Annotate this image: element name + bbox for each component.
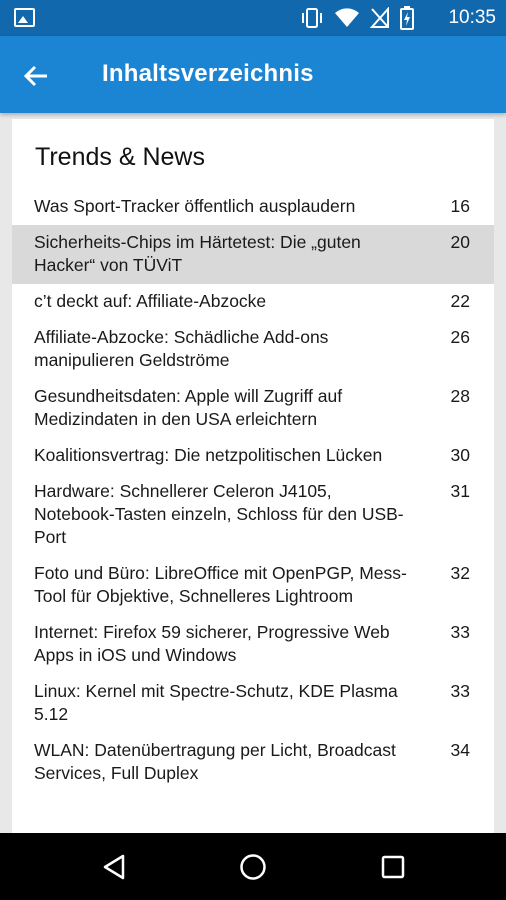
- toc-item-page: 26: [450, 327, 470, 347]
- toc-item-title: Foto und Büro: LibreOffice mit OpenPGP, …: [34, 563, 407, 606]
- toc-item-title: Koalitionsvertrag: Die netzpolitischen L…: [34, 445, 383, 465]
- toc-item-title: Linux: Kernel mit Spectre-Schutz, KDE Pl…: [34, 681, 398, 724]
- toc-item-title: Gesundheitsdaten: Apple will Zugriff auf…: [34, 386, 343, 429]
- toc-item[interactable]: WLAN: Datenübertragung per Licht, Broadc…: [12, 733, 494, 792]
- vibrate-icon: [302, 8, 322, 28]
- no-sim-icon: [370, 7, 389, 28]
- back-triangle-icon: [103, 854, 125, 880]
- toc-item-selected[interactable]: Sicherheits-Chips im Härtetest: Die „gut…: [12, 225, 494, 284]
- toc-card: Trends & News Was Sport-Tracker öffentli…: [12, 119, 494, 833]
- image-icon: [14, 8, 35, 27]
- toc-list: Was Sport-Tracker öffentlich ausplaudern…: [12, 189, 494, 792]
- back-button[interactable]: [14, 54, 58, 98]
- toc-item-title: Was Sport-Tracker öffentlich ausplaudern: [34, 196, 356, 216]
- toc-item-page: 20: [450, 232, 470, 252]
- nav-recents-button[interactable]: [371, 847, 415, 887]
- battery-charging-icon: [400, 6, 414, 30]
- toc-item-page: 30: [450, 445, 470, 465]
- section-title: Trends & News: [35, 143, 205, 171]
- toc-item-page: 33: [450, 622, 470, 642]
- toc-item-page: 33: [450, 681, 470, 701]
- status-icons: [300, 6, 414, 30]
- app-bar: Inhaltsverzeichnis: [0, 36, 506, 113]
- toc-item-page: 34: [450, 740, 470, 760]
- nav-back-button[interactable]: [92, 847, 136, 887]
- toc-item-page: 16: [450, 196, 470, 216]
- toc-item[interactable]: c’t deckt auf: Affiliate-Abzocke 22: [12, 284, 494, 320]
- toc-item[interactable]: Was Sport-Tracker öffentlich ausplaudern…: [12, 189, 494, 225]
- toc-item-title: c’t deckt auf: Affiliate-Abzocke: [34, 291, 267, 311]
- nav-home-button[interactable]: [231, 847, 275, 887]
- toc-item[interactable]: Gesundheitsdaten: Apple will Zugriff auf…: [12, 379, 494, 438]
- toc-item-title: Affiliate-Abzocke: Schädliche Add-ons ma…: [34, 327, 329, 370]
- toc-item-title: WLAN: Datenübertragung per Licht, Broadc…: [34, 740, 396, 783]
- toc-item-page: 31: [450, 481, 470, 501]
- toc-item-page: 22: [450, 291, 470, 311]
- toc-item-title: Internet: Firefox 59 sicherer, Progressi…: [34, 622, 390, 665]
- toc-item-page: 32: [450, 563, 470, 583]
- toc-item[interactable]: Foto und Büro: LibreOffice mit OpenPGP, …: [12, 556, 494, 615]
- status-time: 10:35: [448, 7, 496, 28]
- toc-item[interactable]: Affiliate-Abzocke: Schädliche Add-ons ma…: [12, 320, 494, 379]
- arrow-left-icon: [23, 65, 47, 87]
- recents-square-icon: [381, 855, 405, 879]
- toc-item-title: Sicherheits-Chips im Härtetest: Die „gut…: [34, 232, 361, 275]
- toc-item[interactable]: Linux: Kernel mit Spectre-Schutz, KDE Pl…: [12, 674, 494, 733]
- toc-item[interactable]: Koalitionsvertrag: Die netzpolitischen L…: [12, 438, 494, 474]
- toc-item-title: Hardware: Schnellerer Celeron J4105, Not…: [34, 481, 404, 547]
- toc-item[interactable]: Hardware: Schnellerer Celeron J4105, Not…: [12, 474, 494, 556]
- status-bar: 10:35: [0, 0, 506, 36]
- wifi-icon: [335, 8, 359, 27]
- toc-item-page: 28: [450, 386, 470, 406]
- navigation-bar: [0, 833, 506, 900]
- page-title: Inhaltsverzeichnis: [102, 60, 314, 87]
- toc-item[interactable]: Internet: Firefox 59 sicherer, Progressi…: [12, 615, 494, 674]
- home-circle-icon: [240, 854, 266, 880]
